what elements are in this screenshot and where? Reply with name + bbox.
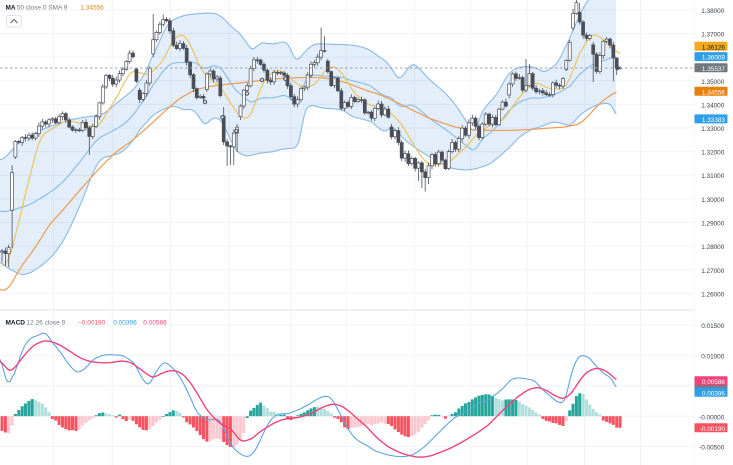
- svg-text:0.00586: 0.00586: [702, 379, 726, 386]
- svg-text:0.00396: 0.00396: [702, 390, 726, 397]
- svg-text:0.01500: 0.01500: [701, 323, 725, 330]
- svg-text:0.01000: 0.01000: [701, 354, 725, 361]
- svg-text:1.37000: 1.37000: [701, 32, 725, 39]
- svg-text:-0.00000: -0.00000: [699, 414, 725, 421]
- svg-text:1.29000: 1.29000: [701, 221, 725, 228]
- svg-text:1.35000: 1.35000: [701, 79, 725, 86]
- svg-text:1.38000: 1.38000: [701, 8, 725, 15]
- svg-text:1.33383: 1.33383: [702, 117, 726, 124]
- svg-text:-0.00500: -0.00500: [699, 445, 725, 452]
- svg-text:1.34556: 1.34556: [702, 89, 726, 96]
- svg-text:1.36009: 1.36009: [702, 55, 726, 62]
- svg-text:-0.00190: -0.00190: [700, 426, 726, 433]
- svg-text:1.34000: 1.34000: [701, 102, 725, 109]
- svg-text:1.26000: 1.26000: [701, 292, 725, 299]
- svg-text:1.35537: 1.35537: [702, 66, 726, 73]
- svg-text:1.33000: 1.33000: [701, 126, 725, 133]
- svg-text:1.36126: 1.36126: [702, 44, 726, 51]
- svg-text:1.28000: 1.28000: [701, 244, 725, 251]
- svg-text:1.32000: 1.32000: [701, 150, 725, 157]
- svg-text:1.27000: 1.27000: [701, 268, 725, 275]
- svg-text:MA50 close 0 SMA 91.34556: MA50 close 0 SMA 9 1.34556: [6, 5, 105, 12]
- svg-text:1.31000: 1.31000: [701, 173, 725, 180]
- svg-text:1.30000: 1.30000: [701, 197, 725, 204]
